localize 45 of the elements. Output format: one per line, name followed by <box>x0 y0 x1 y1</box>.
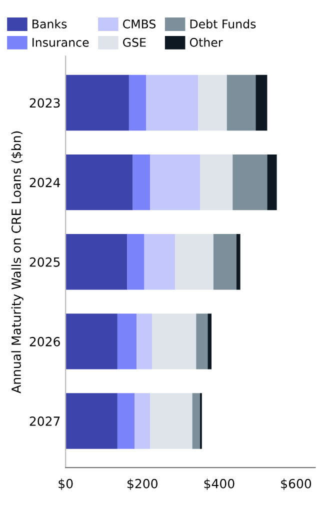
x-tick-label: $200 <box>128 478 158 490</box>
y-tick-label: 2024 <box>30 178 60 188</box>
bar <box>213 234 236 290</box>
legend-label: CMBS <box>123 20 156 28</box>
x-tick-label: $400 <box>204 478 234 490</box>
x-tick-label: $600 <box>281 478 312 490</box>
y-tick-label: 2027 <box>30 416 60 426</box>
bar <box>192 393 200 449</box>
legend-label: GSE <box>123 38 146 47</box>
bar <box>134 393 150 449</box>
bar <box>117 314 137 370</box>
y-tick-label: 2023 <box>30 98 60 108</box>
bar <box>66 393 118 449</box>
bar <box>150 393 192 449</box>
bar <box>232 154 268 210</box>
bar <box>175 234 214 290</box>
bar <box>152 314 196 370</box>
bar <box>256 74 268 131</box>
bar <box>132 154 150 210</box>
legend-label: Insurance <box>32 38 89 47</box>
y-tick-label: 2026 <box>30 336 60 346</box>
bar <box>150 154 200 210</box>
bar <box>200 154 233 210</box>
bar <box>198 74 227 131</box>
bar <box>66 314 118 370</box>
bar <box>146 74 198 131</box>
bar <box>226 74 256 131</box>
y-tick-label: 2025 <box>30 257 60 267</box>
bar <box>196 314 208 370</box>
bar <box>127 234 144 290</box>
bar <box>267 154 277 210</box>
bar <box>128 74 146 131</box>
legend-label: Debt Funds <box>190 19 256 28</box>
bar <box>66 74 129 131</box>
x-tick-label: $0 <box>58 478 73 490</box>
bar <box>117 393 135 449</box>
legend-label: Banks <box>32 19 67 28</box>
legend-label: Other <box>190 38 223 47</box>
bar <box>66 234 128 290</box>
bar <box>136 314 152 370</box>
bar <box>236 234 240 290</box>
bar <box>66 154 133 210</box>
y-axis-title: Annual Maturity Walls on CRE Loans ($bn) <box>11 131 24 394</box>
bar <box>144 234 176 290</box>
bar <box>208 314 212 370</box>
